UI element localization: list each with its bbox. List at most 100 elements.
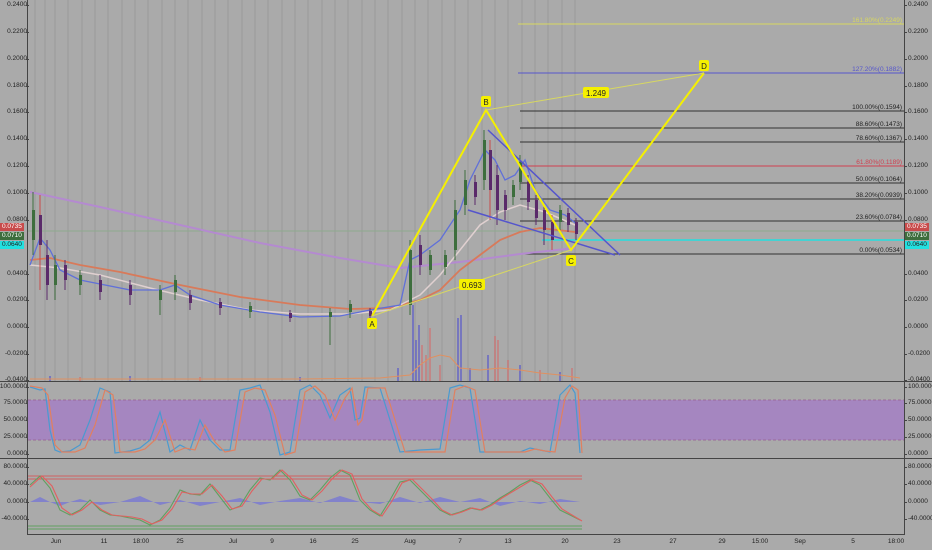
svg-text:88.60%(0.1473): 88.60%(0.1473) [856, 121, 902, 128]
svg-text:A: A [369, 320, 375, 329]
y-tick: 0.2000 [904, 55, 928, 62]
fibonacci-levels[interactable] [518, 23, 904, 255]
svg-text:D: D [701, 62, 707, 71]
y-tick: 0.0000 [904, 498, 928, 505]
chart-canvas[interactable]: 161.80%(0.2249) 127.20%(0.1882) 100.00%(… [0, 0, 932, 535]
x-tick: 23 [613, 538, 621, 545]
y-tick: -0.0400 [4, 376, 30, 383]
svg-text:1.249: 1.249 [586, 89, 607, 98]
svg-text:161.80%(0.2249): 161.80%(0.2249) [852, 17, 902, 24]
x-tick: Jun [50, 538, 62, 545]
y-tick: 0.1600 [7, 108, 29, 115]
y-tick: -0.0400 [903, 376, 931, 383]
x-tick: 15:00 [751, 538, 769, 545]
x-tick: 20 [561, 538, 569, 545]
candlesticks[interactable] [32, 130, 578, 345]
y-tick: 80.0000 [3, 463, 29, 470]
y-tick: 0.1600 [904, 108, 928, 115]
y-tick: 0.0400 [904, 270, 928, 277]
x-tick: Aug [404, 538, 416, 545]
x-tick: 25 [351, 538, 359, 545]
y-tick: 50.0000 [3, 416, 29, 423]
y-tick: 40.0000 [904, 480, 932, 487]
x-tick: 9 [270, 538, 274, 545]
x-tick: 27 [669, 538, 677, 545]
svg-text:38.20%(0.0939): 38.20%(0.0939) [856, 192, 902, 199]
price-tag-close-right: 0.0710 [905, 232, 929, 240]
y-tick: 0.2200 [904, 28, 928, 35]
svg-text:C: C [568, 257, 574, 266]
ratio-label-ac: 0.693 [459, 279, 485, 290]
price-tag-last: 0.0735 [0, 223, 24, 231]
price-tag-level-right: 0.0640 [905, 241, 929, 249]
y-tick: 0.0200 [7, 296, 29, 303]
volume-bars [49, 305, 573, 381]
x-tick: 18:00 [132, 538, 150, 545]
ma-50-white [29, 204, 576, 315]
svg-text:B: B [483, 98, 488, 107]
y-tick: 25.0000 [904, 433, 932, 440]
y-tick: 0.0000 [7, 498, 29, 505]
x-tick: 5 [851, 538, 855, 545]
svg-text:127.20%(0.1882): 127.20%(0.1882) [852, 66, 902, 73]
left-price-axis[interactable]: 0.2400 0.2200 0.2000 0.1800 0.1600 0.140… [0, 0, 30, 535]
y-tick: 0.2000 [7, 55, 29, 62]
right-axis-line [904, 0, 905, 535]
svg-text:78.60%(0.1367): 78.60%(0.1367) [856, 135, 902, 142]
y-tick: 0.1000 [7, 189, 29, 196]
y-tick: 0.0000 [904, 450, 928, 457]
pattern-point-b[interactable]: B [481, 96, 491, 107]
ratio-label-bd: 1.249 [583, 87, 609, 98]
y-tick: 40.0000 [3, 480, 29, 487]
stoch-rsi-d [29, 385, 583, 456]
y-tick: 75.0000 [904, 399, 932, 406]
price-tag-level: 0.0640 [0, 241, 24, 249]
svg-text:100.00%(0.1594): 100.00%(0.1594) [852, 104, 902, 111]
y-tick: -0.0200 [4, 350, 30, 357]
oscillator-histogram [30, 496, 580, 506]
ma-20-blue [29, 148, 579, 318]
abcd-pattern[interactable] [371, 72, 705, 317]
x-tick: 25 [176, 538, 184, 545]
y-tick: 0.2200 [7, 28, 29, 35]
x-tick: 13 [504, 538, 512, 545]
x-tick: Sep [794, 538, 806, 545]
stoch-rsi-band [28, 400, 904, 440]
y-tick: 0.2400 [7, 1, 29, 8]
x-tick: 18:00 [887, 538, 905, 545]
y-tick: -40.0000 [904, 515, 932, 522]
y-tick: 80.0000 [904, 463, 932, 470]
pattern-point-a[interactable]: A [367, 318, 377, 329]
svg-text:0.00%(0.0534): 0.00%(0.0534) [859, 247, 902, 254]
y-tick: 0.0200 [904, 296, 928, 303]
price-tag-close: 0.0710 [0, 232, 24, 240]
right-price-axis[interactable]: 0.2400 0.2200 0.2000 0.1800 0.1600 0.140… [903, 0, 932, 535]
left-axis-line [27, 0, 28, 535]
oscillator-slow [29, 469, 583, 525]
x-tick: 11 [100, 538, 108, 545]
pattern-point-d[interactable]: D [699, 60, 709, 71]
y-tick: 100.0000 [903, 383, 932, 390]
volume-ma [30, 354, 581, 380]
y-tick: 0.0000 [7, 323, 29, 330]
y-tick: -40.0000 [1, 515, 29, 522]
y-tick: 0.1400 [904, 135, 928, 142]
pattern-point-c[interactable]: C [566, 255, 576, 266]
svg-text:0.693: 0.693 [462, 281, 483, 290]
y-tick: 0.1400 [7, 135, 29, 142]
y-tick: 0.0800 [904, 216, 928, 223]
y-tick: 50.0000 [904, 416, 932, 423]
y-tick: 0.1800 [7, 82, 29, 89]
y-tick: 0.0000 [904, 323, 928, 330]
y-tick: 0.2400 [904, 1, 928, 8]
y-tick: 0.0800 [7, 216, 29, 223]
svg-text:23.60%(0.0784): 23.60%(0.0784) [856, 214, 902, 221]
y-tick: 25.0000 [3, 433, 29, 440]
svg-text:61.80%(0.1189): 61.80%(0.1189) [856, 159, 902, 166]
y-tick: -0.0200 [903, 350, 931, 357]
y-tick: 0.0000 [7, 450, 29, 457]
ma-200-purple [29, 191, 576, 270]
stoch-rsi-k [29, 384, 581, 456]
y-tick: 100.0000 [0, 383, 30, 390]
y-tick: 0.1200 [7, 162, 29, 169]
